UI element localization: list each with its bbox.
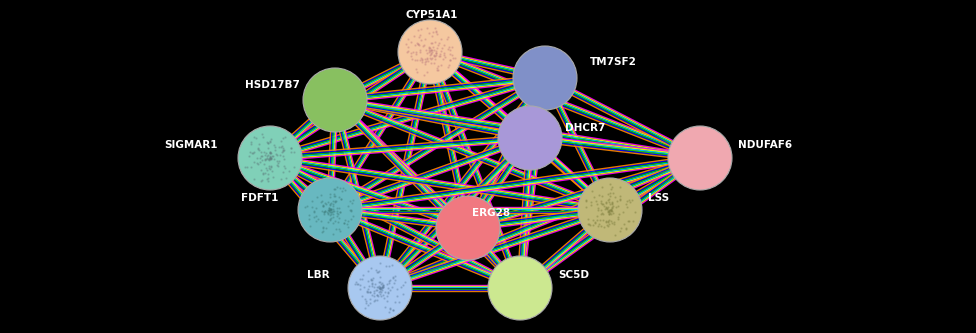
Text: NDUFAF6: NDUFAF6: [738, 140, 793, 150]
Circle shape: [436, 196, 500, 260]
Text: FDFT1: FDFT1: [241, 193, 278, 203]
Circle shape: [303, 68, 367, 132]
Circle shape: [498, 106, 562, 170]
Circle shape: [348, 256, 412, 320]
Text: CYP51A1: CYP51A1: [406, 10, 458, 20]
Text: DHCR7: DHCR7: [565, 123, 605, 133]
Text: LBR: LBR: [307, 270, 330, 280]
Circle shape: [238, 126, 302, 190]
Text: ERG28: ERG28: [472, 208, 510, 218]
Circle shape: [668, 126, 732, 190]
Text: SC5D: SC5D: [558, 270, 589, 280]
Circle shape: [578, 178, 642, 242]
Circle shape: [298, 178, 362, 242]
Text: TM7SF2: TM7SF2: [590, 57, 637, 67]
Circle shape: [488, 256, 552, 320]
Text: HSD17B7: HSD17B7: [245, 80, 300, 90]
Circle shape: [398, 20, 462, 84]
Text: SIGMAR1: SIGMAR1: [165, 140, 218, 150]
Circle shape: [513, 46, 577, 110]
Text: LSS: LSS: [648, 193, 670, 203]
